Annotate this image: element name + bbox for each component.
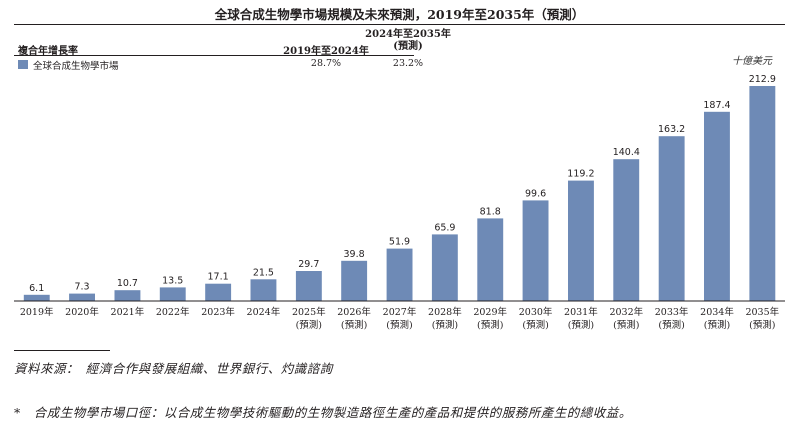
unit-label: 十億美元 xyxy=(732,56,772,67)
x-tick-sublabel: (預測) xyxy=(296,319,322,331)
value-label: 163.2 xyxy=(658,124,685,135)
cagr-period-2: 2024年至2035年 (預測) xyxy=(358,29,458,53)
x-tick-sublabel: (預測) xyxy=(341,319,367,331)
cagr-period-2-line1: 2024年至2035年 xyxy=(365,29,451,40)
x-tick-sublabel: (預測) xyxy=(658,319,684,331)
x-tick-label: 2027年 xyxy=(383,306,417,318)
bar-2023年 xyxy=(205,283,232,301)
value-label: 99.6 xyxy=(525,188,546,199)
value-label: 119.2 xyxy=(567,169,594,180)
x-tick-sublabel: (預測) xyxy=(432,319,458,331)
x-tick-label: 2019年 xyxy=(20,306,54,318)
x-tick-sublabel: (預測) xyxy=(522,319,548,331)
value-label: 212.9 xyxy=(749,74,776,85)
bar-2024年 xyxy=(250,279,277,301)
bar-2026年 xyxy=(341,260,368,301)
source-note: 資料來源： 經濟合作與發展組織、世界銀行、灼識諮詢 xyxy=(14,361,333,376)
bar-2022年 xyxy=(159,287,186,301)
value-label: 10.7 xyxy=(117,278,138,289)
value-label: 39.8 xyxy=(344,249,365,260)
legend-swatch xyxy=(18,60,28,69)
legend-label: 全球合成生物學市場 xyxy=(33,61,119,72)
bar-2021年 xyxy=(114,290,141,301)
bar-2029年 xyxy=(477,218,504,301)
x-tick-label: 2028年 xyxy=(428,306,462,318)
x-tick-sublabel: (預測) xyxy=(477,319,503,331)
x-tick-label: 2029年 xyxy=(473,306,507,318)
x-labels-group: 2019年 2020年 2021年 2022年 2023年 2024年 2025年(預測)2… xyxy=(20,306,780,331)
title-divider xyxy=(14,24,785,25)
x-tick-label: 2026年 xyxy=(337,306,371,318)
x-tick-label: 2035年 xyxy=(745,306,779,318)
x-tick-label: 2021年 xyxy=(111,306,145,318)
cagr-value-2: 23.2% xyxy=(392,58,424,69)
x-tick-label: 2031年 xyxy=(564,306,598,318)
bar-2020年 xyxy=(69,293,95,301)
x-tick-label: 2024年 xyxy=(247,306,281,318)
value-label: 17.1 xyxy=(208,272,229,283)
bar-2033年 xyxy=(658,136,685,301)
definition-note: * 合成生物學市場口徑：以合成生物學技術驅動的生物製造路徑生產的產品和提供的服務… xyxy=(14,405,632,420)
value-label: 51.9 xyxy=(389,237,410,248)
x-tick-sublabel: (預測) xyxy=(749,319,775,331)
bar-2031年 xyxy=(568,180,594,301)
value-label: 7.3 xyxy=(74,282,89,293)
value-label: 21.5 xyxy=(253,267,274,278)
value-label: 81.8 xyxy=(480,206,501,217)
x-tick-sublabel: (預測) xyxy=(704,319,730,331)
x-tick-label: 2022年 xyxy=(156,306,190,318)
bar-chart: 6.1 7.3 10.7 13.5 17.1 21.5 29.7 39.8 51.9 65.9 81… xyxy=(14,74,785,331)
cagr-header: 複合年增長率 xyxy=(18,46,78,57)
x-tick-label: 2030年 xyxy=(519,306,553,318)
bar-2027年 xyxy=(386,248,413,301)
bars-group: 6.1 7.3 10.7 13.5 17.1 21.5 29.7 39.8 51.9 65.9 81… xyxy=(23,74,776,301)
cagr-value-1: 28.7% xyxy=(310,58,342,69)
cagr-divider xyxy=(14,55,414,56)
x-tick-sublabel: (預測) xyxy=(568,319,594,331)
value-label: 6.1 xyxy=(29,283,44,294)
bar-2030年 xyxy=(522,200,549,301)
value-label: 65.9 xyxy=(434,222,455,233)
value-label: 140.4 xyxy=(613,147,640,158)
bar-2034年 xyxy=(704,111,730,301)
cagr-period-2-line2: (預測) xyxy=(393,41,423,52)
value-label: 187.4 xyxy=(703,100,730,111)
x-tick-label: 2023年 xyxy=(201,306,235,318)
chart-title: 全球合成生物學市場規模及未來預測，2019年至2035年（預測） xyxy=(214,7,585,22)
bar-2019年 xyxy=(23,294,50,301)
cagr-period-1: 2019年至2024年 xyxy=(283,46,369,57)
x-tick-label: 2020年 xyxy=(65,306,99,318)
footer-divider xyxy=(14,350,110,351)
bar-2028年 xyxy=(431,234,458,301)
x-tick-label: 2034年 xyxy=(700,306,734,318)
x-tick-sublabel: (預測) xyxy=(386,319,412,331)
x-tick-label: 2025年 xyxy=(292,306,326,318)
x-tick-label: 2032年 xyxy=(609,306,643,318)
x-tick-label: 2033年 xyxy=(655,306,689,318)
bar-2025年 xyxy=(295,271,322,301)
x-tick-sublabel: (預測) xyxy=(613,319,639,331)
value-label: 13.5 xyxy=(162,275,183,286)
value-label: 29.7 xyxy=(298,259,319,270)
bar-2032年 xyxy=(613,159,640,301)
bar-2035年 xyxy=(749,86,776,301)
